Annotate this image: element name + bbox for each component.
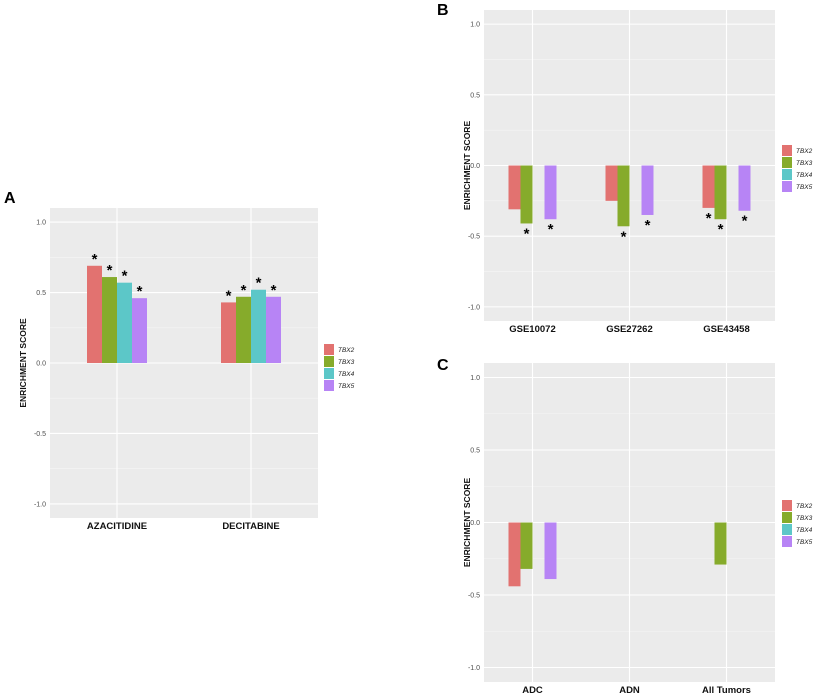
panel-c: C -1.0 -0.5 0.0 0.5 1.0 ENRICHMENT SCORE ADC ADN… bbox=[437, 357, 813, 693]
bar-tbx2 bbox=[702, 165, 715, 208]
bar-tbx5 bbox=[544, 522, 557, 580]
legend-key-tbx4 bbox=[324, 368, 334, 379]
significance-marker: * bbox=[706, 210, 712, 227]
legend-label: TBX3 bbox=[796, 160, 813, 167]
panel-letter: B bbox=[437, 2, 449, 19]
bar-tbx5 bbox=[641, 165, 654, 215]
bar-tbx3 bbox=[714, 522, 727, 565]
legend-label: TBX5 bbox=[796, 539, 813, 546]
y-tick-label: 0.0 bbox=[36, 361, 46, 368]
y-tick-label: 1.0 bbox=[470, 22, 480, 29]
y-tick-label: 1.0 bbox=[470, 375, 480, 382]
panel-letter: C bbox=[437, 357, 449, 374]
legend-key-tbx4 bbox=[782, 524, 792, 535]
bar-tbx5 bbox=[132, 298, 147, 363]
legend-key-tbx5 bbox=[782, 181, 792, 192]
y-tick-label: 1.0 bbox=[36, 220, 46, 227]
x-category-label: ADC bbox=[522, 685, 543, 693]
y-tick-label: 0.0 bbox=[470, 520, 480, 527]
legend-label: TBX3 bbox=[796, 515, 813, 522]
bar-tbx3 bbox=[236, 296, 251, 363]
bar-tbx5 bbox=[266, 296, 281, 363]
legend-label: TBX2 bbox=[796, 148, 813, 155]
bar-tbx3 bbox=[714, 165, 727, 220]
significance-marker: * bbox=[548, 221, 554, 238]
significance-marker: * bbox=[92, 251, 98, 268]
significance-marker: * bbox=[256, 275, 262, 292]
legend-key-tbx5 bbox=[324, 380, 334, 391]
bar-tbx2 bbox=[221, 302, 236, 363]
y-tick-label: -1.0 bbox=[468, 304, 480, 311]
x-category-label: ADN bbox=[619, 685, 640, 693]
bar-tbx4 bbox=[117, 282, 132, 363]
bar-tbx5 bbox=[738, 165, 751, 211]
legend-key-tbx2 bbox=[782, 145, 792, 156]
y-tick-label: 0.5 bbox=[470, 92, 480, 99]
legend-label: TBX2 bbox=[338, 347, 355, 354]
panel-letter: A bbox=[4, 190, 16, 207]
significance-marker: * bbox=[645, 217, 651, 234]
bar-tbx3 bbox=[102, 277, 117, 363]
legend-key-tbx3 bbox=[324, 356, 334, 367]
bar-tbx5 bbox=[544, 165, 557, 220]
y-axis-label: ENRICHMENT SCORE bbox=[18, 318, 28, 408]
legend-key-tbx2 bbox=[782, 500, 792, 511]
legend-label: TBX5 bbox=[338, 383, 355, 390]
y-tick-label: -1.0 bbox=[468, 665, 480, 672]
bar-tbx2 bbox=[87, 265, 102, 363]
y-tick-label: 0.0 bbox=[470, 163, 480, 170]
legend-key-tbx2 bbox=[324, 344, 334, 355]
legend-label: TBX3 bbox=[338, 359, 355, 366]
x-category-label: All Tumors bbox=[702, 685, 751, 693]
bar-tbx4 bbox=[251, 289, 266, 363]
significance-marker: * bbox=[241, 282, 247, 299]
legend-key-tbx3 bbox=[782, 512, 792, 523]
significance-marker: * bbox=[271, 282, 277, 299]
significance-marker: * bbox=[137, 283, 143, 300]
legend-label: TBX2 bbox=[796, 503, 813, 510]
x-category-label: GSE10072 bbox=[509, 324, 555, 335]
y-tick-label: -0.5 bbox=[468, 593, 480, 600]
y-axis-label: ENRICHMENT SCORE bbox=[462, 121, 472, 211]
legend-label: TBX5 bbox=[796, 184, 813, 191]
bar-tbx2 bbox=[605, 165, 618, 201]
x-category-label: GSE27262 bbox=[606, 324, 652, 335]
y-axis-label: ENRICHMENT SCORE bbox=[462, 478, 472, 568]
panel-a: A -1.0 -0.5 0.0 0.5 1.0 ENRICHMENT SCORE * * * * * *… bbox=[4, 190, 355, 532]
y-tick-label: -0.5 bbox=[34, 431, 46, 438]
legend-key-tbx5 bbox=[782, 536, 792, 547]
significance-marker: * bbox=[524, 225, 530, 242]
bar-tbx2 bbox=[508, 165, 521, 210]
bar-tbx3 bbox=[617, 165, 630, 227]
y-tick-label: 0.5 bbox=[36, 290, 46, 297]
significance-marker: * bbox=[122, 268, 128, 285]
bar-tbx3 bbox=[520, 522, 533, 569]
significance-marker: * bbox=[621, 228, 627, 245]
y-tick-label: 0.5 bbox=[470, 448, 480, 455]
significance-marker: * bbox=[718, 221, 724, 238]
y-tick-label: -1.0 bbox=[34, 501, 46, 508]
legend-label: TBX4 bbox=[338, 371, 355, 378]
bar-tbx2 bbox=[508, 522, 521, 587]
x-category-label: DECITABINE bbox=[222, 521, 279, 532]
legend-label: TBX4 bbox=[796, 172, 813, 179]
legend-label: TBX4 bbox=[796, 527, 813, 534]
significance-marker: * bbox=[226, 287, 232, 304]
significance-marker: * bbox=[742, 213, 748, 230]
significance-marker: * bbox=[107, 262, 113, 279]
bar-tbx3 bbox=[520, 165, 533, 224]
x-category-label: GSE43458 bbox=[703, 324, 749, 335]
legend-key-tbx4 bbox=[782, 169, 792, 180]
legend-key-tbx3 bbox=[782, 157, 792, 168]
y-tick-label: -0.5 bbox=[468, 234, 480, 241]
panel-b: B -1.0 -0.5 0.0 0.5 1.0 ENRICHMENT SCORE * * * * * *… bbox=[437, 2, 813, 335]
x-category-label: AZACITIDINE bbox=[87, 521, 147, 532]
